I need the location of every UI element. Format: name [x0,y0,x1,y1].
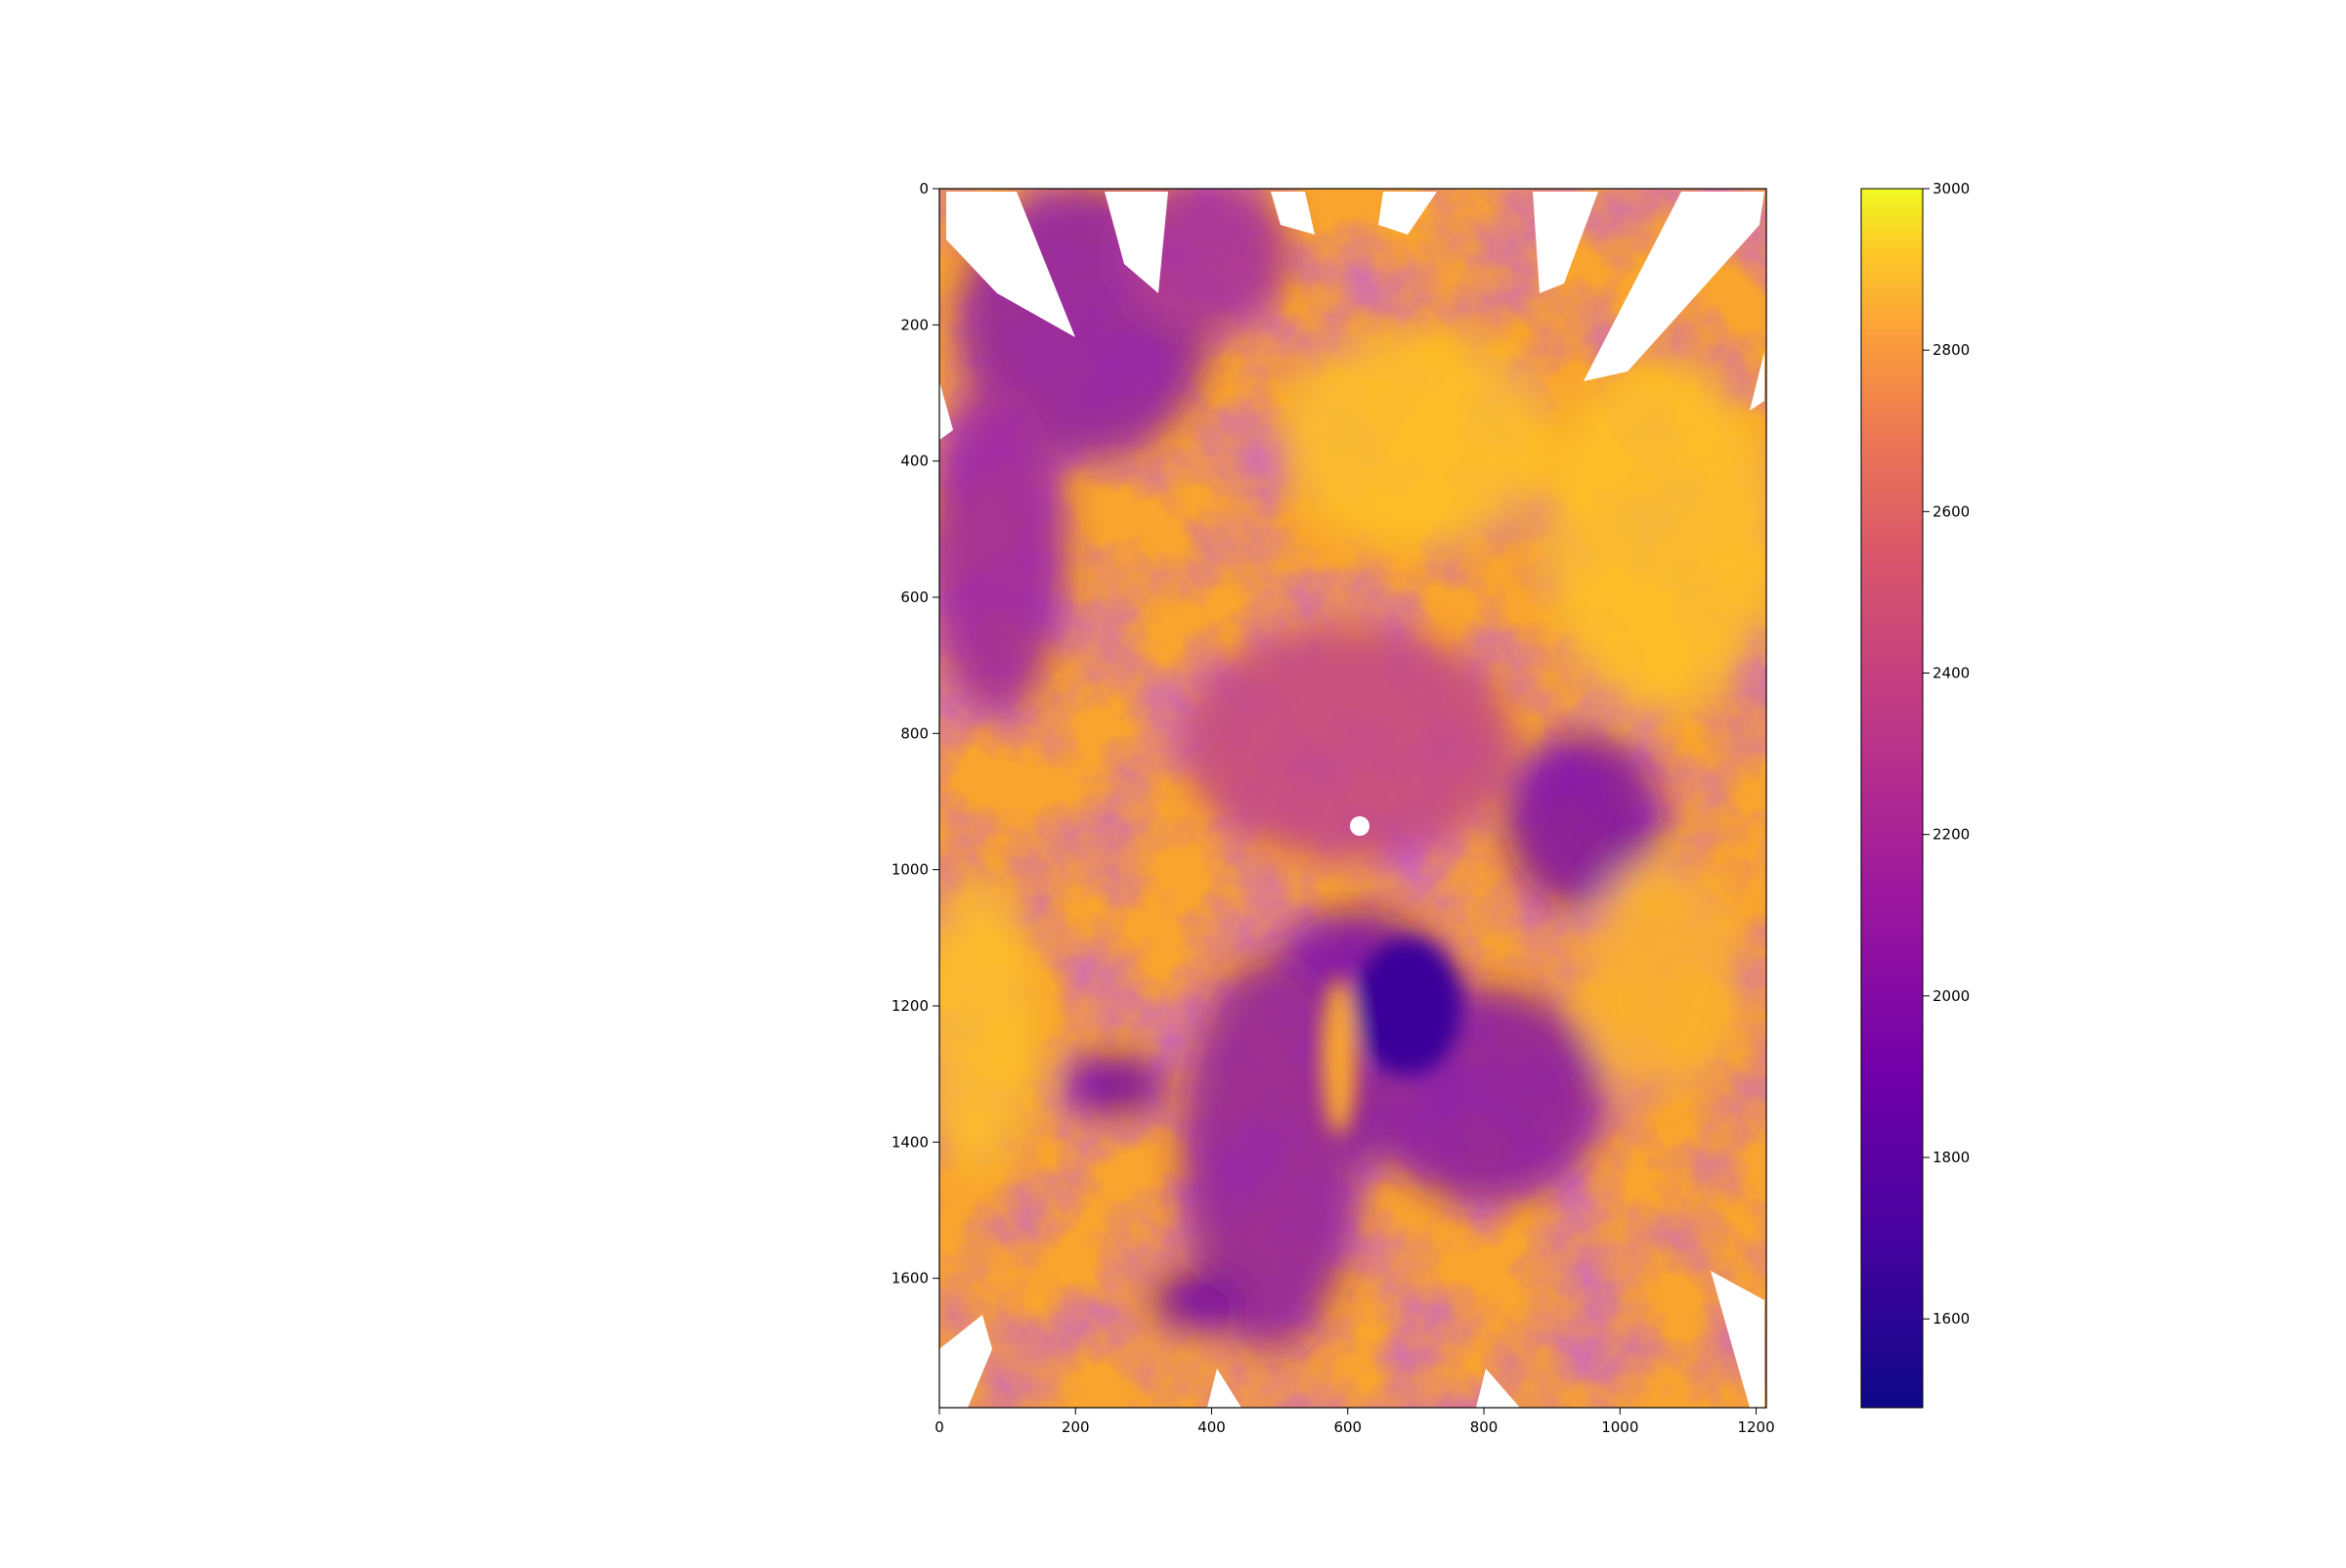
colorbar-tick-label: 1600 [1933,1310,1970,1328]
y-tick-label: 400 [900,453,929,470]
heatmap-image [939,189,1766,1408]
x-axis: 0 200 400 600 800 1000 1200 [934,1408,1775,1436]
colorbar-tick-label: 3000 [1933,180,1970,197]
colorbar-tick-label: 2000 [1933,987,1970,1005]
x-tick-label: 800 [1470,1418,1499,1436]
y-tick-label: 600 [900,588,929,606]
x-tick-label: 200 [1062,1418,1090,1436]
colorbar-tick-label: 2200 [1933,826,1970,844]
colorbar-tick-label: 2400 [1933,664,1970,681]
colorbar-axis: 1600 1800 2000 2200 2400 2600 2800 3000 [1923,180,1970,1328]
colorbar [1860,188,1924,1409]
y-axis: 0 200 400 600 800 1000 1200 1400 1600 [891,180,939,1287]
y-tick-label: 1000 [891,861,929,879]
y-tick-label: 1200 [891,997,929,1015]
x-tick-label: 1000 [1601,1418,1638,1436]
x-tick-label: 0 [934,1418,944,1436]
x-tick-label: 600 [1333,1418,1362,1436]
y-tick-label: 200 [900,316,929,333]
y-tick-label: 1400 [891,1133,929,1151]
colorbar-tick-label: 2800 [1933,341,1970,359]
plot-frame [938,188,1767,1409]
colorbar-tick-label: 1800 [1933,1149,1970,1166]
y-tick-label: 0 [919,180,929,197]
x-tick-label: 400 [1197,1418,1226,1436]
y-tick-label: 800 [900,724,929,742]
colorbar-tick-label: 2600 [1933,502,1970,520]
y-tick-label: 1600 [891,1270,929,1287]
x-tick-label: 1200 [1737,1418,1774,1436]
